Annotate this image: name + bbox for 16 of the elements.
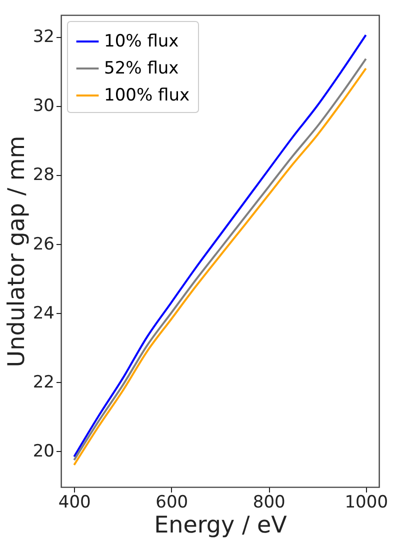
legend-label: 52% flux <box>104 58 179 78</box>
x-tick-label: 1000 <box>344 492 388 512</box>
legend-label: 10% flux <box>104 32 179 52</box>
y-tick-label: 30 <box>32 96 54 116</box>
y-tick-label: 26 <box>32 234 54 254</box>
y-tick-label: 32 <box>32 27 54 48</box>
y-tick-label: 28 <box>32 165 54 186</box>
x-tick-label: 600 <box>156 492 188 512</box>
y-tick-label: 20 <box>32 441 54 462</box>
x-axis-title: Energy / eV <box>154 512 288 538</box>
y-tick-label: 24 <box>32 303 54 324</box>
x-tick-label: 800 <box>252 492 286 512</box>
y-axis-title: Undulator gap / mm <box>4 136 30 368</box>
y-tick-label: 22 <box>32 372 54 392</box>
legend-label: 100% flux <box>104 86 190 106</box>
x-tick-label: 400 <box>58 492 91 512</box>
